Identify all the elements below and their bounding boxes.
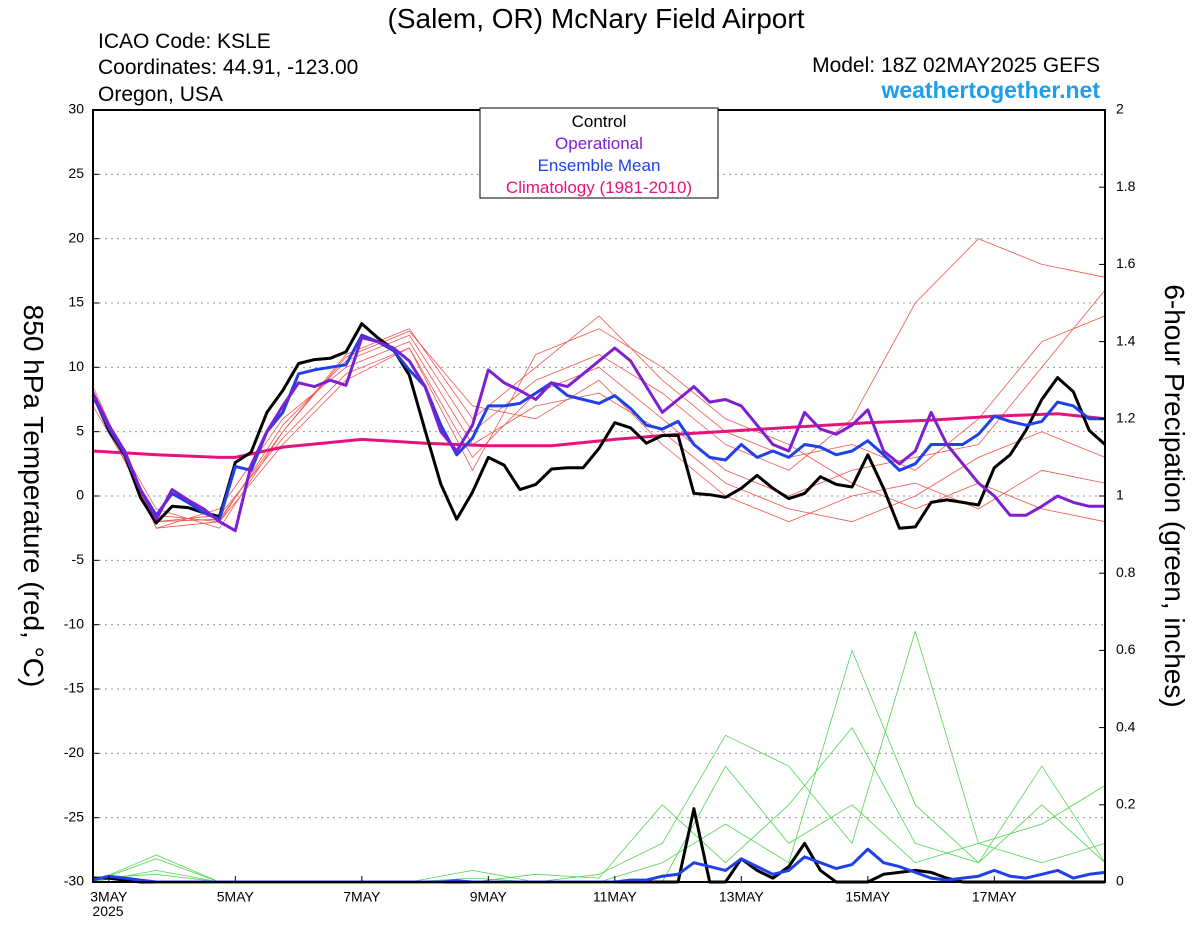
- y2-axis-label: 6-hour Precipation (green, inches): [1159, 284, 1190, 707]
- member-temperature-line: [92, 341, 1106, 529]
- info-line: Coordinates: 44.91, -123.00: [98, 56, 358, 79]
- y-tick-label: 10: [68, 358, 84, 374]
- y2-tick-label: 1.8: [1116, 178, 1136, 194]
- member-temperature-line: [92, 330, 1106, 523]
- member-temperature-line: [92, 238, 1106, 529]
- y2-tick-label: 0.6: [1116, 641, 1136, 657]
- y2-tick-label: 1: [1116, 487, 1124, 503]
- x-tick-label: 9MAY: [470, 889, 508, 905]
- legend: Control Operational Ensemble Mean Climatolo…: [479, 107, 719, 199]
- year-label: 2025: [92, 903, 123, 919]
- temperature-line: [91, 336, 1105, 533]
- y-tick-label: 20: [68, 229, 84, 245]
- y2-tick-label: 0.8: [1116, 564, 1136, 580]
- info-line: Oregon, USA: [98, 83, 223, 106]
- chart-title: (Salem, OR) McNary Field Airport: [388, 3, 805, 34]
- y2-tick-label: 1.6: [1116, 255, 1136, 271]
- temperature-line: [92, 412, 1106, 459]
- legend-entry: Operational: [555, 134, 643, 153]
- source-label: weathertogether.net: [880, 77, 1100, 103]
- y-tick-label: -20: [64, 744, 84, 760]
- x-tick-label: 7MAY: [343, 889, 381, 905]
- y2-tick-label: 0.4: [1116, 718, 1136, 734]
- x-tick-label: 3MAY: [90, 889, 128, 905]
- y-tick-label: -25: [64, 808, 84, 824]
- temperature-line: [91, 322, 1106, 530]
- x-tick-label: 13MAY: [719, 889, 765, 905]
- y-tick-label: -30: [64, 873, 84, 889]
- y-tick-label: -5: [72, 551, 85, 567]
- y2-tick-label: 2: [1116, 101, 1124, 117]
- x-tick-label: 15MAY: [845, 889, 891, 905]
- legend-entry: Climatology (1981-2010): [506, 178, 692, 197]
- y-axis-label: 850 hPa Temperature (red, °C): [18, 305, 49, 688]
- y-tick-label: -15: [64, 680, 84, 696]
- legend-box: [479, 107, 719, 199]
- y-tick-label: 15: [68, 294, 84, 310]
- legend-entry: Control: [572, 112, 627, 131]
- y2-tick-label: 1.2: [1116, 410, 1136, 426]
- x-tick-label: 5MAY: [217, 889, 255, 905]
- x-tick-label: 11MAY: [593, 889, 637, 905]
- y-tick-label: 0: [76, 487, 84, 503]
- y2-tick-label: 0: [1116, 873, 1124, 889]
- y2-tick-label: 1.4: [1116, 332, 1136, 348]
- legend-entry: Ensemble Mean: [538, 156, 661, 175]
- model-label: Model: 18Z 02MAY2025 GEFS: [812, 54, 1100, 77]
- y-tick-label: 30: [68, 101, 84, 117]
- y-tick-label: -10: [64, 615, 84, 631]
- y2-tick-label: 0.2: [1116, 796, 1136, 812]
- y-tick-label: 25: [68, 165, 84, 181]
- x-tick-label: 17MAY: [972, 889, 1018, 905]
- info-line: ICAO Code: KSLE: [98, 30, 271, 53]
- y-tick-label: 5: [76, 422, 84, 438]
- member-temperature-line: [92, 315, 1106, 529]
